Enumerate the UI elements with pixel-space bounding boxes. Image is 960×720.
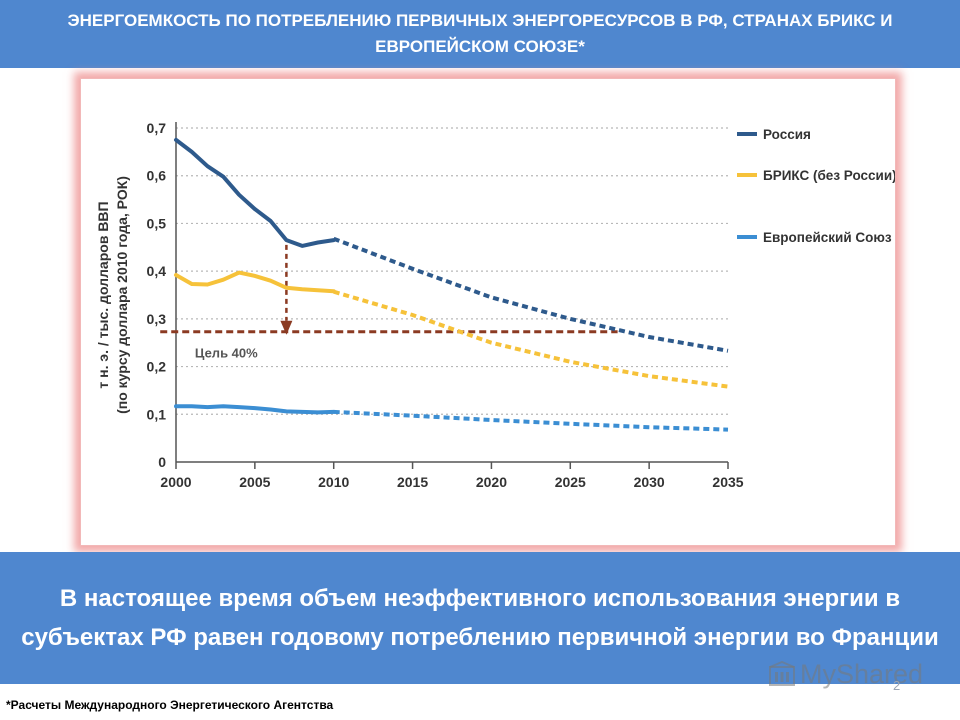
slide-header: ЭНЕРГОЕМКОСТЬ ПО ПОТРЕБЛЕНИЮ ПЕРВИЧНЫХ Э… [0, 0, 960, 68]
page-number: 2 [893, 678, 901, 693]
legend-label: Европейский Союз [763, 230, 892, 245]
y-tick-label: 0,6 [147, 168, 167, 184]
series-line-historical [174, 404, 336, 415]
target-arrow-head [280, 320, 293, 335]
y-tick-label: 0,4 [147, 263, 167, 279]
chart-frame: 0 0,1 0,2 0,3 0,4 0,5 0,6 0,7 2000 2005 2010 2015 20… [80, 78, 896, 546]
y-tick-label: 0,5 [147, 215, 167, 231]
y-tick-label: 0,1 [147, 406, 167, 422]
series-line-historical [174, 137, 336, 248]
x-tick-label: 2005 [239, 474, 270, 490]
series-line-projected [332, 236, 729, 353]
x-tick-label: 2030 [634, 474, 665, 490]
watermark-text: MyShared [800, 658, 924, 689]
y-axis-label: (по курсу доллара 2010 года, РОК) [114, 176, 130, 414]
x-tick-label: 2015 [397, 474, 428, 490]
x-tick-label: 2010 [318, 474, 349, 490]
series-line-projected [333, 289, 729, 389]
watermark: MyShared [768, 658, 923, 690]
y-tick-label: 0,3 [147, 311, 167, 327]
legend-label: БРИКС (без России) [763, 168, 895, 183]
info-banner: В настоящее время объем неэффективного и… [0, 552, 960, 684]
x-tick-label: 2000 [160, 474, 191, 490]
banner-text: В настоящее время объем неэффективного и… [21, 585, 939, 651]
line-chart: 0 0,1 0,2 0,3 0,4 0,5 0,6 0,7 2000 2005 2010 2015 20… [95, 120, 895, 490]
building-icon [769, 661, 795, 686]
y-tick-label: 0 [158, 454, 166, 470]
y-axis-label: т н. э. / тыс. долларов ВВП [95, 201, 111, 388]
footnote: *Расчеты Международного Энергетического … [6, 698, 334, 712]
series-line-historical [174, 270, 336, 294]
x-tick-label: 2020 [476, 474, 507, 490]
y-tick-label: 0,7 [147, 120, 167, 136]
target-label: Цель 40% [195, 346, 258, 361]
y-tick-label: 0,2 [147, 359, 167, 375]
series-line-projected [333, 409, 729, 432]
slide-title: ЭНЕРГОЕМКОСТЬ ПО ПОТРЕБЛЕНИЮ ПЕРВИЧНЫХ Э… [67, 11, 893, 56]
x-tick-label: 2025 [555, 474, 586, 490]
x-tick-label: 2035 [712, 474, 743, 490]
legend-label: Россия [763, 127, 811, 142]
